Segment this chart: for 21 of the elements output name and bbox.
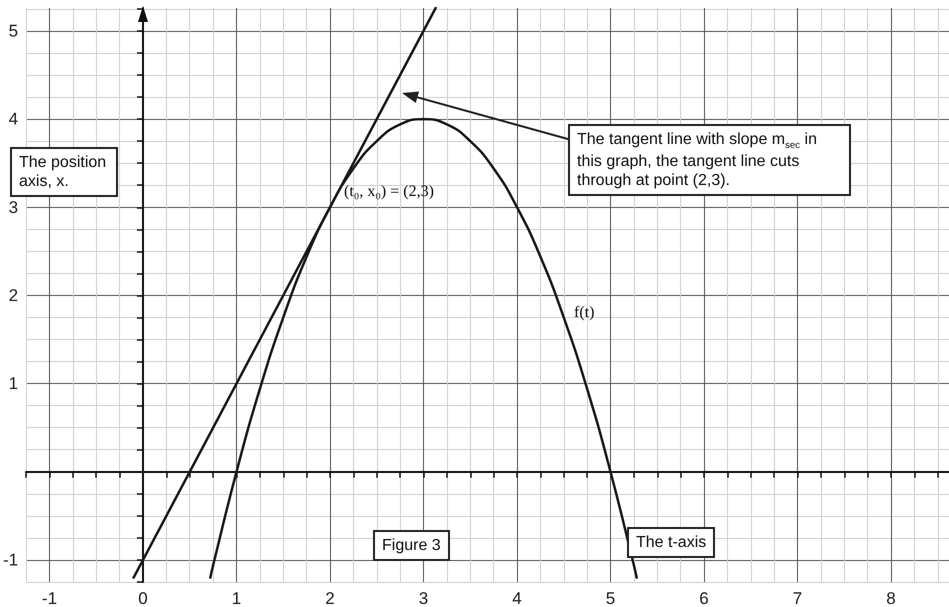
x-tick-label: 8 — [886, 589, 896, 607]
x-tick-label: 6 — [699, 589, 709, 607]
annotation: f(t) — [574, 304, 594, 322]
y-tick-label: 4 — [8, 110, 18, 129]
y-tick-label: 1 — [8, 374, 18, 394]
x-axis-title: The t-axis — [627, 527, 716, 558]
x-tick-label: 3 — [418, 589, 428, 607]
y-axis-title: The position axis, x. — [10, 147, 118, 198]
y-tick-label: -1 — [2, 550, 18, 570]
text: Figure 3 — [373, 530, 450, 562]
x-tick-label: 0 — [138, 589, 148, 607]
x-tick-label: 7 — [792, 589, 802, 607]
x-tick-label: 1 — [232, 589, 242, 607]
x-tick-label: 4 — [512, 589, 522, 607]
annotation: The tangent line with slope m$_{sec}$ in this graph, the tangent line cuts through at point (2,3). — [568, 124, 851, 196]
y-tick-label: 3 — [8, 198, 18, 217]
y-tick-label: 5 — [8, 21, 18, 40]
x-tick-label: 5 — [606, 589, 616, 607]
y-tick-label: 2 — [8, 286, 18, 305]
text: -1 — [42, 589, 58, 607]
x-tick-label: 2 — [325, 589, 335, 607]
